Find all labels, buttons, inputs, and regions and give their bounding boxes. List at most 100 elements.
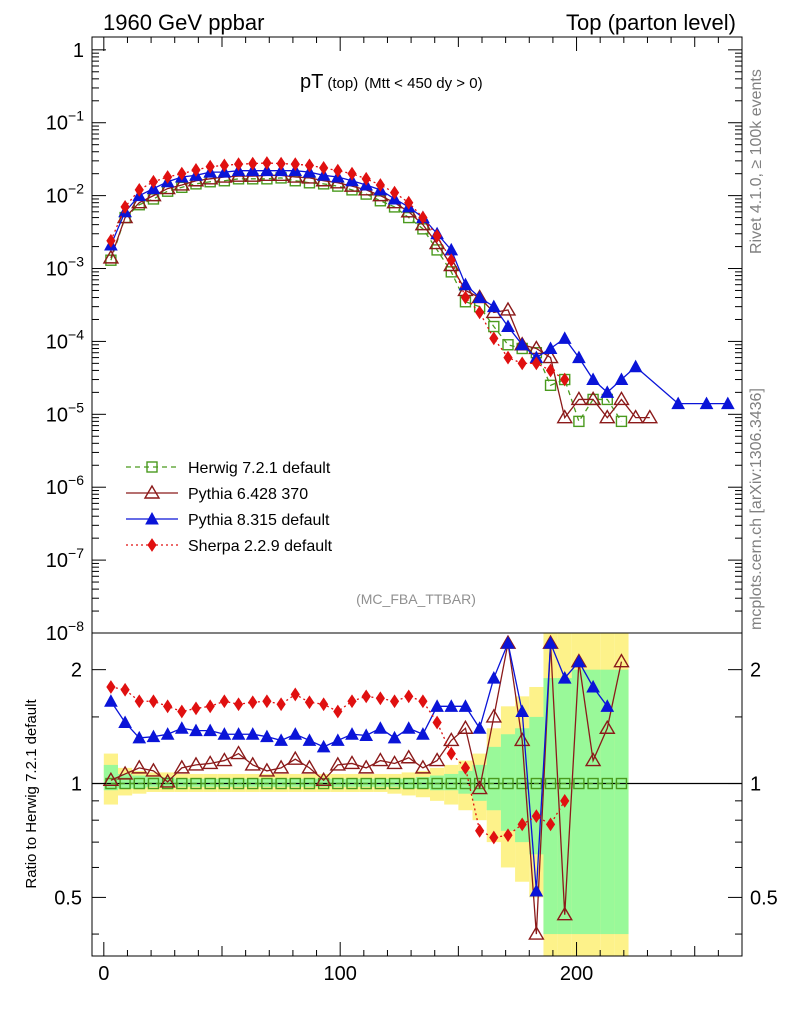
ratio-point-pythia6 [485,708,503,723]
ratio-band-inner [174,778,189,787]
ratio-band-inner [316,778,331,787]
legend-entry-pythia8: Pythia 8.315 default [126,511,330,529]
ratio-point-pythia6 [513,732,531,747]
legend-marker-sherpa [147,538,157,552]
ratio-point-pythia6 [343,755,361,770]
main-panel: pT (top) (Mtt < 450 dy > 0) (MC_FBA_TTBAR)… [46,36,743,645]
header-left: 1960 GeV ppbar [103,10,264,35]
main-point-herwig [431,244,443,256]
legend-marker-herwig [146,461,158,473]
ratio-point-sherpa [148,694,159,709]
main-point-pythia8 [557,331,572,344]
main-point-pythia8 [699,396,714,410]
ratio-point-pythia8 [118,715,132,728]
ratio-point-pythia6 [244,756,261,771]
main-series-pythia8 [104,163,735,410]
plot-title: pT (top) (Mtt < 450 dy > 0) [300,71,483,93]
ratio-frame [91,632,743,957]
x-tick-label: 200 [560,963,593,985]
ratio-point-sherpa [347,694,357,709]
ratio-point-pythia8 [260,729,274,743]
ratio-point-pythia8 [529,883,544,897]
main-point-pythia8 [671,396,686,410]
main-point-pythia6 [584,391,602,406]
ratio-band-inner [344,778,360,787]
ratio-point-sherpa [233,697,244,712]
main-point-sherpa [134,182,144,197]
main-point-pythia6 [102,249,120,264]
main-point-pythia8 [486,299,501,313]
ratio-band-inner [500,734,516,831]
main-point-pythia6 [599,409,616,424]
ratio-point-pythia6 [201,755,219,770]
ratio-point-herwig [261,777,273,790]
ratio-point-pythia8 [288,727,303,740]
ratio-point-pythia6 [599,719,616,734]
main-point-sherpa [446,253,456,268]
main-point-pythia8 [543,341,558,354]
ratio-point-herwig [388,777,401,790]
ratio-point-pythia6 [159,773,176,788]
ratio-point-sherpa [375,691,385,706]
main-point-herwig [502,339,514,351]
ratio-point-pythia8 [572,654,586,668]
main-point-pythia8 [458,277,473,291]
ratio-point-herwig [431,777,443,790]
analysis-watermark: (MC_FBA_TTBAR) [356,591,476,607]
main-point-sherpa [460,290,471,305]
ratio-point-herwig [133,777,145,790]
ratio-band-inner [288,778,303,787]
legend-marker-pythia8 [145,511,159,525]
ratio-axes: 0.5 0.5 1 1 2 2 0 100 200 [54,37,778,985]
ratio-point-herwig [587,777,599,790]
ratio-point-pythia8 [543,636,558,649]
ratio-band-inner [274,778,289,787]
ratio-point-pythia8 [245,727,260,740]
ratio-point-sherpa [120,682,130,697]
main-point-pythia6 [173,176,191,191]
ratio-point-herwig [516,777,528,790]
ratio-point-herwig [488,777,500,790]
main-line-sherpa [110,162,566,381]
ratio-point-sherpa [460,760,471,775]
main-y-tick-label: 10−7 [46,545,84,572]
ratio-point-sherpa [319,697,329,712]
main-point-sherpa [304,158,315,173]
main-point-sherpa [531,356,541,371]
ratio-series-pythia8 [104,636,615,897]
main-point-sherpa [347,166,357,181]
ratio-point-pythia8 [515,704,530,718]
legend-entry-pythia6: Pythia 6.428 370 [126,484,308,503]
main-point-sherpa [432,229,442,243]
ratio-point-pythia8 [373,721,388,734]
ratio-point-pythia6 [258,762,276,777]
ratio-point-pythia6 [329,756,347,771]
ratio-point-pythia8 [146,729,161,743]
main-point-sherpa [361,171,371,186]
ratio-y-tick-label-left: 2 [71,660,82,682]
header-right: Top (parton level) [566,10,736,35]
legend-marker-pythia6 [143,484,161,499]
ratio-point-pythia8 [316,739,331,753]
ratio-point-herwig [502,777,514,790]
main-point-sherpa [148,174,159,189]
main-point-sherpa [418,210,428,225]
ratio-point-sherpa [333,704,343,719]
ratio-y-tick-label-right: 2 [750,660,761,682]
ratio-point-herwig [147,777,160,790]
main-point-sherpa [262,156,272,170]
legend-label-herwig: Herwig 7.2.1 default [188,460,331,477]
main-point-sherpa [503,350,513,365]
ratio-point-sherpa [262,694,272,709]
ratio-band-inner [543,678,558,935]
ratio-series-herwig [105,777,628,790]
ratio-point-herwig [218,777,231,790]
ratio-point-herwig [360,777,372,790]
ratio-point-sherpa [517,817,527,832]
main-y-tick-label: 10−4 [46,326,84,353]
legend-label-pythia6: Pythia 6.428 370 [188,486,308,503]
main-point-pythia6 [570,391,588,406]
main-point-sherpa [191,163,201,177]
main-point-pythia6 [428,235,446,250]
ratio-point-herwig [374,777,387,790]
